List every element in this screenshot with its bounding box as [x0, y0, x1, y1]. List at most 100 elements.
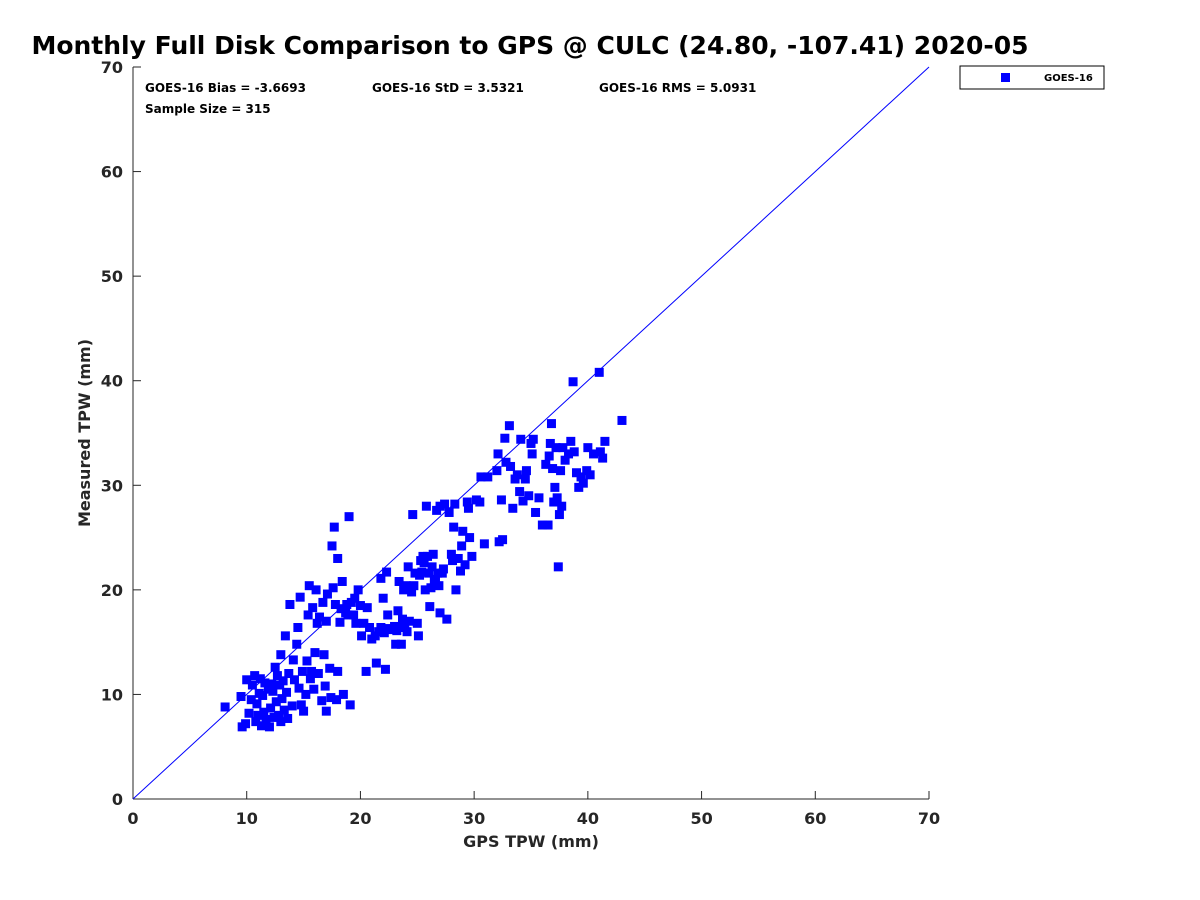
plot-area: 0 10 20 30 40 50 60 70 0 10 20 30 40 50 60 70 [101, 58, 940, 828]
data-point [460, 560, 470, 570]
data-point [269, 712, 279, 722]
x-tick-label: 70 [918, 809, 940, 828]
data-point [483, 472, 493, 482]
data-point [544, 451, 554, 461]
data-point [282, 687, 292, 697]
data-point [317, 696, 327, 706]
data-point [357, 631, 367, 641]
data-point [508, 503, 518, 513]
data-point [279, 705, 289, 715]
data-point [359, 618, 369, 628]
data-point [512, 470, 522, 480]
data-point [294, 683, 304, 693]
data-point [462, 497, 472, 507]
data-point [355, 601, 365, 611]
data-point [440, 499, 450, 509]
data-point [277, 694, 287, 704]
data-point [274, 710, 284, 720]
data-point [305, 674, 315, 684]
data-point [242, 675, 252, 685]
data-point [407, 587, 417, 597]
data-point [574, 482, 584, 492]
data-point [380, 664, 390, 674]
data-point [220, 702, 230, 712]
data-point [450, 499, 460, 509]
data-point [496, 495, 506, 505]
data-point [253, 710, 263, 720]
y-tick-label: 20 [101, 581, 123, 600]
data-point [382, 567, 392, 577]
data-point [516, 434, 526, 444]
data-point [256, 721, 266, 731]
data-point [451, 585, 461, 595]
data-point [308, 603, 318, 613]
data-point [425, 602, 435, 612]
data-point [382, 624, 392, 634]
data-point [393, 606, 403, 616]
data-point [500, 433, 510, 443]
data-point [558, 443, 568, 453]
x-tick-label: 40 [577, 809, 599, 828]
data-point [293, 623, 303, 633]
data-point [266, 703, 276, 713]
data-point [276, 717, 286, 727]
data-point [332, 695, 342, 705]
data-point [504, 421, 514, 431]
data-point [427, 562, 437, 572]
data-point [246, 695, 256, 705]
data-point [244, 708, 254, 718]
data-point [328, 583, 338, 593]
data-point [458, 526, 468, 536]
data-point [351, 618, 361, 628]
data-point [314, 612, 324, 622]
data-point [329, 522, 339, 532]
data-point [576, 472, 586, 482]
data-point [336, 604, 346, 614]
data-point [296, 700, 306, 710]
data-point [270, 662, 280, 672]
data-point [247, 680, 257, 690]
data-point [361, 666, 371, 676]
data-point [476, 472, 486, 482]
data-point [396, 639, 406, 649]
y-tick-label: 10 [101, 685, 123, 704]
data-point [417, 567, 427, 577]
data-point [424, 568, 434, 578]
chart-title: Monthly Full Disk Comparison to GPS @ CU… [31, 31, 1028, 60]
data-point [330, 599, 340, 609]
data-point [537, 520, 547, 530]
legend: GOES-16 [959, 65, 1105, 90]
data-point [401, 581, 411, 591]
data-point [410, 568, 420, 578]
data-point [376, 573, 386, 583]
data-point [546, 419, 556, 429]
data-point [297, 666, 307, 676]
x-axis-label: GPS TPW (mm) [463, 832, 599, 851]
data-point [404, 616, 414, 626]
x-tick-label: 0 [127, 809, 138, 828]
data-point [278, 676, 288, 686]
data-point [333, 553, 343, 563]
data-point [292, 639, 302, 649]
data-point [594, 367, 604, 377]
data-point [311, 585, 321, 595]
data-point [521, 466, 531, 476]
data-point [284, 669, 294, 679]
rms-stat: GOES-16 RMS = 5.0931 [599, 81, 756, 95]
data-point [554, 510, 564, 520]
data-point [321, 706, 331, 716]
x-tick-label: 20 [349, 809, 371, 828]
data-point [455, 566, 465, 576]
data-point [260, 678, 270, 688]
y-tick-label: 40 [101, 372, 123, 391]
data-point [349, 610, 359, 620]
y-axis-label: Measured TPW (mm) [75, 339, 94, 527]
data-point [280, 631, 290, 641]
data-point [272, 671, 282, 681]
data-point [550, 482, 560, 492]
data-point [552, 493, 562, 503]
data-point [438, 564, 448, 574]
data-point [423, 551, 433, 561]
data-point [457, 541, 467, 551]
